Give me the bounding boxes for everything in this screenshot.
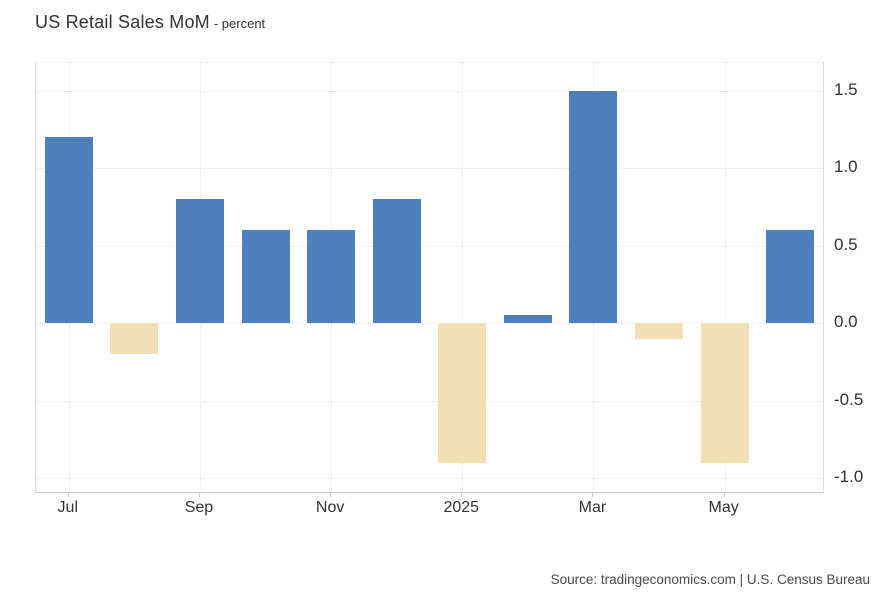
source-attribution: Source: tradingeconomics.com | U.S. Cens…	[550, 572, 870, 587]
chart-subtitle-text: - percent	[213, 16, 266, 31]
y-axis-tick-label: 1.5	[834, 79, 858, 99]
y-axis-tick-label: 0.0	[834, 312, 858, 332]
bar-nov-2024[interactable]	[307, 230, 356, 324]
gridline-horizontal	[36, 323, 823, 325]
x-axis-tick-label: Nov	[315, 499, 345, 516]
x-axis-tick-mark	[592, 492, 594, 497]
bar-jul-2024[interactable]	[44, 137, 93, 324]
y-axis-tick-label: 1.0	[834, 157, 858, 177]
chart-title-text: US Retail Sales MoM	[35, 12, 210, 32]
x-axis-tick-mark	[330, 492, 332, 497]
x-axis-tick-mark	[723, 492, 725, 497]
plot-area	[35, 62, 824, 493]
x-axis-tick-label: 2025	[443, 499, 480, 516]
bar-oct-2024[interactable]	[241, 230, 290, 324]
gridline-horizontal	[36, 400, 823, 402]
x-axis-tick-label: Jul	[57, 499, 78, 516]
bar-aug-2024[interactable]	[110, 323, 159, 355]
y-axis-tick-label: -0.5	[834, 389, 864, 409]
gridline-vertical	[462, 63, 464, 492]
bar-jan-2025[interactable]	[438, 323, 487, 463]
x-axis-tick-mark	[461, 492, 463, 497]
gridline-horizontal	[36, 245, 823, 247]
chart-title: US Retail Sales MoM - percent	[35, 12, 265, 33]
x-axis-tick-label: Sep	[184, 499, 214, 516]
bar-dec-2024[interactable]	[372, 199, 421, 324]
bar-sep-2024[interactable]	[175, 199, 224, 324]
x-axis-tick-mark	[198, 492, 200, 497]
y-axis-tick-label: -1.0	[834, 467, 864, 487]
gridline-horizontal	[36, 168, 823, 170]
bar-apr-2025[interactable]	[635, 323, 684, 339]
bar-may-2025[interactable]	[700, 323, 749, 463]
bar-mar-2025[interactable]	[569, 90, 618, 324]
x-axis-tick-label: Mar	[578, 499, 607, 516]
gridline-horizontal	[36, 90, 823, 92]
bar-jun-2025[interactable]	[766, 230, 815, 324]
x-axis-tick-mark	[67, 492, 69, 497]
y-axis-tick-label: 0.5	[834, 234, 858, 254]
bar-feb-2025[interactable]	[503, 315, 552, 324]
gridline-horizontal	[36, 478, 823, 480]
gridline-vertical	[724, 63, 726, 492]
x-axis-tick-label: May	[708, 499, 739, 516]
